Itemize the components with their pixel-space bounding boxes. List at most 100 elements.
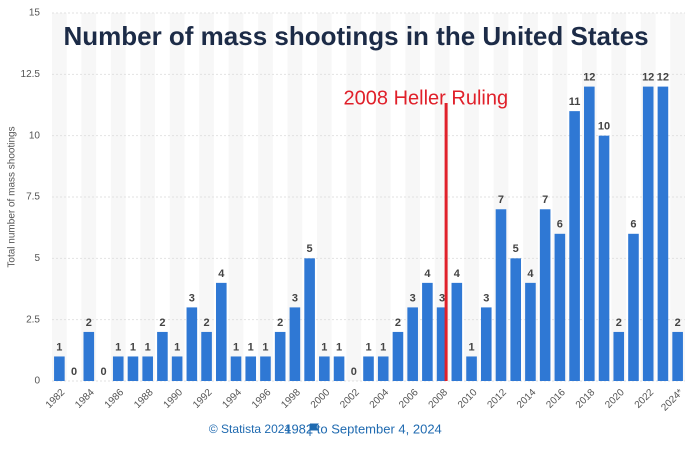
- band-stripe: [375, 13, 391, 381]
- data-label: 6: [557, 219, 563, 231]
- bar: [186, 307, 198, 381]
- x-tick-label: 1990: [162, 387, 186, 411]
- data-label: 1: [145, 341, 151, 353]
- bar: [436, 307, 448, 381]
- x-tick-label: 2006: [397, 387, 421, 411]
- bar: [480, 307, 492, 381]
- x-tick-label: 2018: [574, 387, 598, 411]
- data-label: 12: [583, 72, 595, 84]
- data-label: 3: [483, 292, 489, 304]
- data-label: 1: [56, 341, 62, 353]
- bar: [451, 282, 463, 381]
- x-tick-label: 1992: [191, 387, 215, 411]
- data-label: 4: [454, 268, 461, 280]
- bar: [613, 331, 625, 381]
- y-tick-label: 15: [29, 8, 41, 19]
- x-tick-label: 1982: [44, 387, 68, 411]
- y-tick-label: 7.5: [26, 192, 40, 203]
- data-label: 0: [71, 366, 77, 378]
- x-tick-label: 2002: [338, 387, 362, 411]
- data-label: 0: [100, 366, 106, 378]
- data-label: 3: [292, 292, 298, 304]
- band-stripe: [464, 13, 479, 381]
- x-tick-label: 1998: [279, 387, 303, 411]
- data-label: 12: [657, 72, 669, 84]
- data-label: 1: [468, 341, 474, 353]
- x-tick-label: 2024*: [659, 387, 685, 413]
- data-label: 4: [218, 268, 225, 280]
- y-tick-label: 5: [34, 253, 40, 264]
- data-label: 7: [542, 194, 548, 206]
- data-label: 1: [262, 341, 268, 353]
- bar: [539, 209, 551, 381]
- data-label: 2: [86, 317, 92, 329]
- data-label: 1: [365, 341, 371, 353]
- x-tick-label: 2010: [456, 387, 480, 411]
- bar: [171, 356, 183, 381]
- bar: [554, 233, 566, 381]
- band-stripe: [199, 13, 214, 381]
- bar: [333, 356, 345, 381]
- data-label: 1: [233, 341, 239, 353]
- bar: [672, 331, 683, 381]
- x-tick-label: 1994: [220, 387, 244, 411]
- bar: [377, 356, 389, 381]
- x-tick-label: 1988: [132, 387, 156, 411]
- bar: [598, 135, 610, 381]
- band-stripe: [611, 13, 627, 381]
- bar: [260, 356, 271, 381]
- band-stripe: [52, 13, 67, 381]
- data-label: 2: [204, 317, 210, 329]
- flag-icon: [309, 423, 319, 436]
- data-label: 4: [527, 268, 534, 280]
- bar: [304, 258, 315, 381]
- x-tick-label: 2022: [633, 387, 657, 411]
- data-label: 1: [130, 341, 136, 353]
- y-tick-label: 2.5: [26, 314, 40, 325]
- data-label: 1: [115, 341, 121, 353]
- data-label: 11: [569, 96, 581, 108]
- bar: [289, 307, 301, 381]
- x-tick-label: 2020: [603, 387, 627, 411]
- bar: [142, 356, 153, 381]
- data-label: 1: [380, 341, 386, 353]
- bar: [495, 209, 507, 381]
- x-tick-label: 2008: [427, 387, 451, 411]
- x-tick-label: 2016: [544, 387, 568, 411]
- bar: [466, 356, 477, 381]
- bar: [363, 356, 374, 381]
- bar: [245, 356, 257, 381]
- bar: [201, 331, 212, 381]
- data-label: 0: [351, 366, 357, 378]
- data-label: 1: [321, 341, 327, 353]
- data-label: 12: [642, 72, 654, 84]
- data-label: 2: [159, 317, 165, 329]
- data-label: 5: [513, 243, 519, 255]
- x-tick-label: 2012: [485, 387, 509, 411]
- data-label: 1: [336, 341, 342, 353]
- y-tick-label: 10: [29, 130, 41, 141]
- data-label: 2: [616, 317, 622, 329]
- annotation-text: 2008 Heller Ruling: [344, 87, 509, 109]
- bar: [584, 86, 595, 381]
- data-label: 1: [248, 341, 254, 353]
- data-label: 5: [307, 243, 313, 255]
- bar: [657, 86, 669, 381]
- source: © Statista 2024: [209, 422, 292, 436]
- y-tick-label: 0: [34, 376, 40, 387]
- x-tick-label: 2000: [309, 387, 333, 411]
- bar: [392, 331, 404, 381]
- bar: [54, 356, 65, 381]
- data-label: 10: [598, 121, 610, 133]
- y-axis-label: Total number of mass shootings: [7, 126, 18, 267]
- y-tick-label: 12.5: [21, 69, 41, 80]
- bar: [319, 356, 330, 381]
- bar: [642, 86, 654, 381]
- band-stripe: [140, 13, 156, 381]
- data-label: 2: [675, 317, 681, 329]
- data-label: 2: [277, 317, 283, 329]
- bar: [112, 356, 124, 381]
- bar: [569, 111, 580, 381]
- data-label: 6: [630, 219, 636, 231]
